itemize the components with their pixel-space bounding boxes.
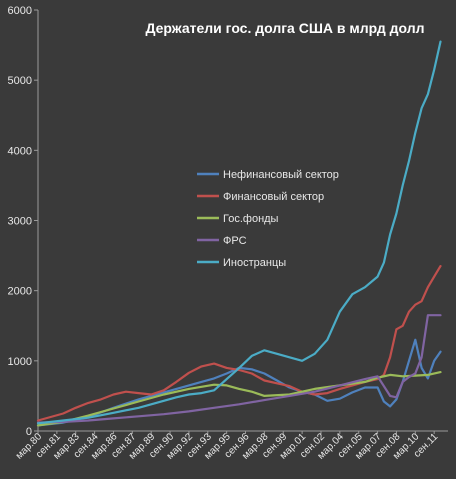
series-lines <box>36 40 442 427</box>
y-tick-label: 6000 <box>8 5 32 17</box>
x-tick-labels: мар.80сен.81мар.83сен.84мар.86сен.87мар.… <box>14 431 441 462</box>
legend: Нефинансовый сектор Финансовый сектор Гос.… <box>197 169 339 269</box>
legend-label: Гос.фонды <box>223 213 279 225</box>
legend-label: ФРС <box>223 235 247 247</box>
series-line-4 <box>36 314 442 424</box>
legend-label: Иностранцы <box>223 257 286 269</box>
series-line-5 <box>36 40 442 425</box>
chart-title: Держатели гос. долга США в млрд долл <box>145 20 424 36</box>
y-tick-label: 2000 <box>8 286 32 298</box>
legend-label: Финансовый сектор <box>223 191 324 203</box>
series-line-3 <box>36 371 442 427</box>
series-line-2 <box>36 265 442 422</box>
y-tick-label: 1000 <box>8 356 32 368</box>
legend-label: Нефинансовый сектор <box>223 169 339 181</box>
y-tick-label: 5000 <box>8 75 32 87</box>
y-tick-label: 0 <box>26 426 32 438</box>
y-tick-label: 4000 <box>8 145 32 157</box>
y-tick-label: 3000 <box>8 216 32 228</box>
y-tick-labels: 0 1000 2000 3000 4000 5000 6000 <box>8 5 38 438</box>
